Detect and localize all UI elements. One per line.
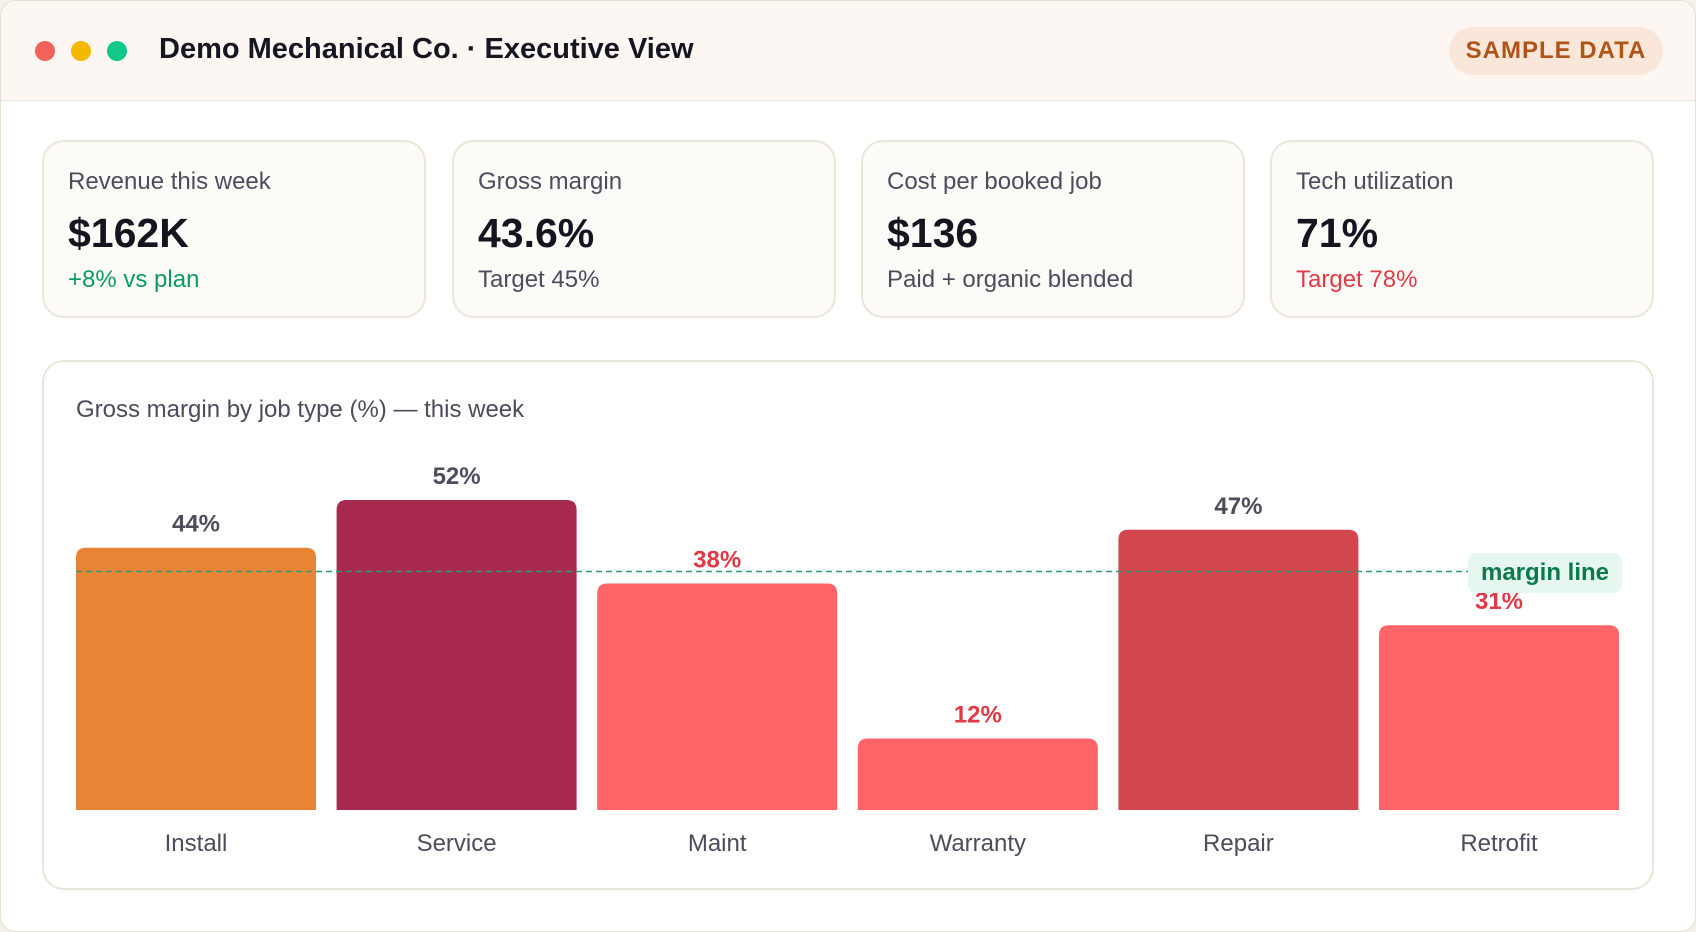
- bar-install: [76, 547, 316, 810]
- title-bar: Demo Mechanical Co. · Executive View SAM…: [1, 1, 1695, 101]
- close-window-button[interactable]: [35, 41, 55, 61]
- kpi-subtext: Target 78%: [1296, 266, 1418, 293]
- kpi-card-gross-margin: Gross margin 43.6% Target 45%: [452, 140, 836, 318]
- maximize-window-button[interactable]: [107, 41, 127, 61]
- kpi-label: Tech utilization: [1296, 168, 1454, 195]
- bar-value-label: 12%: [954, 701, 1002, 728]
- kpi-card-tech-utilization: Tech utilization 71% Target 78%: [1270, 140, 1654, 318]
- bar-warranty: [857, 738, 1098, 810]
- kpi-card-cost-per-job: Cost per booked job $136 Paid + organic …: [861, 140, 1245, 318]
- bar-value-label: 52%: [433, 463, 481, 490]
- kpi-label: Cost per booked job: [887, 168, 1102, 195]
- bar-value-label: 38%: [693, 546, 741, 573]
- kpi-value: $136: [887, 210, 979, 256]
- chart-title: Gross margin by job type (%) — this week: [76, 396, 525, 423]
- kpi-value: 43.6%: [478, 210, 595, 256]
- kpi-subtext: Paid + organic blended: [887, 266, 1134, 293]
- kpi-label: Gross margin: [478, 168, 623, 195]
- kpi-value: $162K: [68, 210, 189, 256]
- category-label: Install: [165, 830, 228, 857]
- kpi-subtext: Target 45%: [478, 266, 600, 293]
- app-title: Demo Mechanical Co. · Executive View: [159, 33, 694, 65]
- category-label: Warranty: [930, 830, 1026, 857]
- bar-maint: [597, 583, 838, 810]
- kpi-card-revenue: Revenue this week $162K +8% vs plan: [42, 140, 426, 318]
- category-label: Repair: [1203, 830, 1274, 857]
- kpi-label: Revenue this week: [68, 168, 271, 195]
- bar-repair: [1118, 529, 1359, 810]
- sample-data-badge: SAMPLE DATA: [1449, 27, 1663, 75]
- margin-line-label: margin line: [1468, 553, 1622, 593]
- category-label: Service: [417, 830, 497, 857]
- category-label: Maint: [688, 830, 747, 857]
- minimize-window-button[interactable]: [71, 41, 91, 61]
- bar-value-label: 44%: [172, 511, 220, 538]
- bar-service: [336, 500, 577, 810]
- kpi-subtext: +8% vs plan: [68, 266, 200, 293]
- kpi-value: 71%: [1296, 210, 1379, 256]
- bar-retrofit: [1379, 625, 1619, 810]
- bar-value-label: 47%: [1214, 493, 1262, 520]
- category-label: Retrofit: [1460, 830, 1538, 857]
